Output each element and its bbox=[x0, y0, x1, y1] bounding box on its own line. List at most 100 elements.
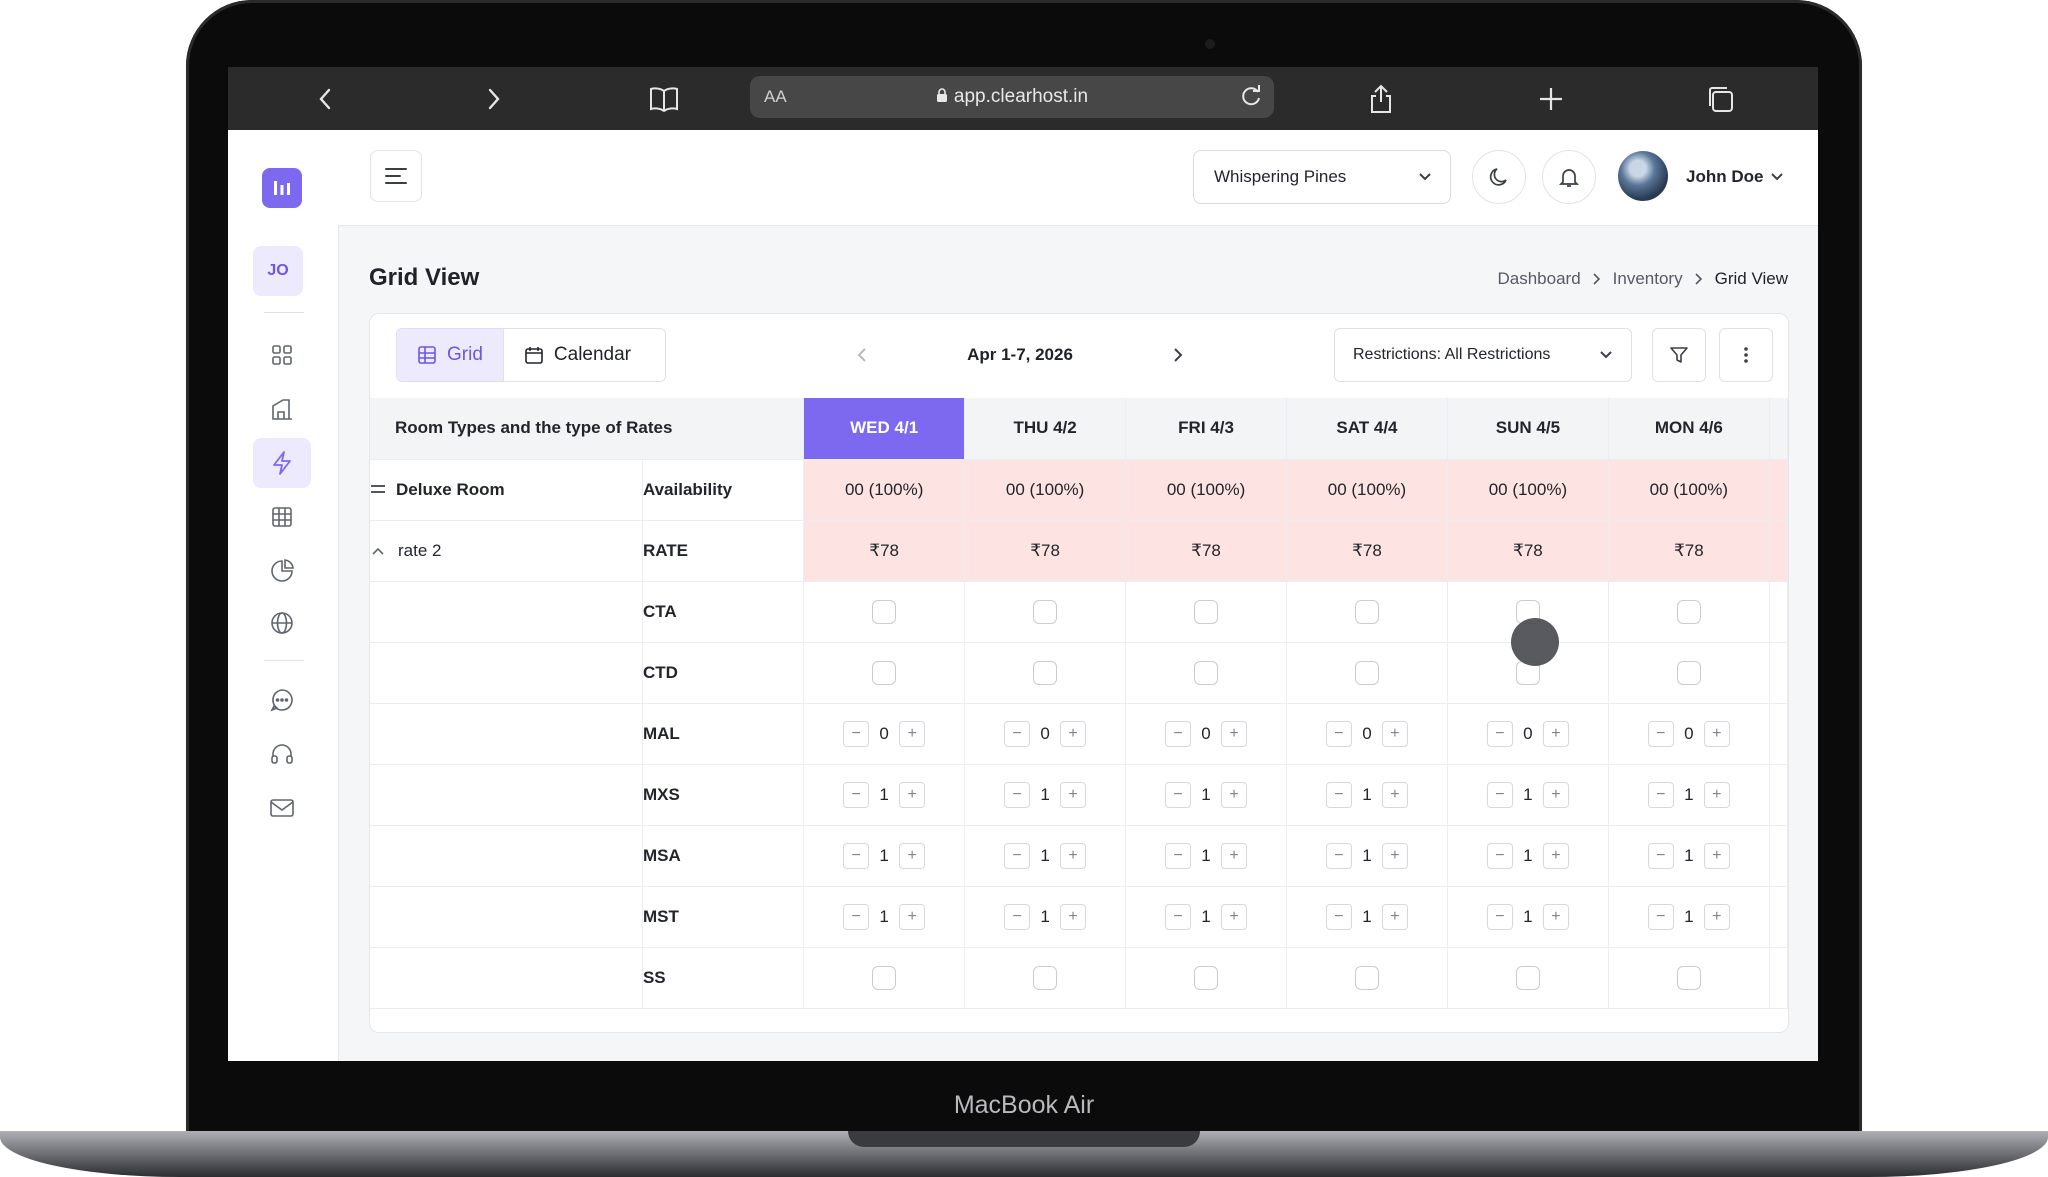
value-cell[interactable]: 00 (100%) bbox=[803, 459, 965, 521]
restriction-checkbox[interactable] bbox=[1515, 965, 1540, 990]
reload-icon[interactable] bbox=[1238, 83, 1264, 114]
restriction-checkbox[interactable] bbox=[1354, 599, 1379, 624]
increment-button[interactable]: + bbox=[899, 781, 926, 808]
stepper-value[interactable]: 0 bbox=[1362, 723, 1372, 743]
stepper-value[interactable]: 1 bbox=[1040, 906, 1050, 926]
restriction-checkbox[interactable] bbox=[1033, 965, 1058, 990]
increment-button[interactable]: + bbox=[1381, 903, 1408, 930]
increment-button[interactable]: + bbox=[1703, 720, 1730, 747]
increment-button[interactable]: + bbox=[1221, 903, 1248, 930]
restriction-checkbox[interactable] bbox=[1354, 965, 1379, 990]
decrement-button[interactable]: − bbox=[1325, 720, 1352, 747]
building-icon[interactable] bbox=[253, 384, 311, 434]
user-name[interactable]: John Doe bbox=[1686, 167, 1764, 186]
decrement-button[interactable]: − bbox=[1004, 842, 1031, 869]
restriction-checkbox[interactable] bbox=[1033, 660, 1058, 685]
stepper-value[interactable]: 1 bbox=[1684, 845, 1694, 865]
column-header[interactable]: SAT 4/4 bbox=[1286, 398, 1449, 460]
decrement-button[interactable]: − bbox=[1325, 842, 1352, 869]
value-cell[interactable]: ₹78 bbox=[803, 520, 965, 582]
value-cell[interactable]: ₹78 bbox=[1125, 520, 1287, 582]
restriction-checkbox[interactable] bbox=[1194, 965, 1219, 990]
increment-button[interactable]: + bbox=[1703, 903, 1730, 930]
stepper-value[interactable]: 1 bbox=[879, 784, 889, 804]
increment-button[interactable]: + bbox=[1542, 842, 1569, 869]
increment-button[interactable]: + bbox=[1060, 720, 1087, 747]
decrement-button[interactable]: − bbox=[843, 720, 870, 747]
stepper-value[interactable]: 1 bbox=[1362, 784, 1372, 804]
stepper-value[interactable]: 0 bbox=[879, 723, 889, 743]
stepper-value[interactable]: 0 bbox=[1523, 723, 1533, 743]
chevron-left-icon[interactable] bbox=[850, 343, 874, 367]
restriction-checkbox[interactable] bbox=[1354, 660, 1379, 685]
increment-button[interactable]: + bbox=[1542, 781, 1569, 808]
value-cell[interactable]: 00 (100%) bbox=[964, 459, 1127, 521]
column-header[interactable]: SUN 4/5 bbox=[1447, 398, 1609, 460]
decrement-button[interactable]: − bbox=[1004, 903, 1031, 930]
decrement-button[interactable]: − bbox=[1165, 781, 1192, 808]
stepper-value[interactable]: 1 bbox=[1040, 845, 1050, 865]
increment-button[interactable]: + bbox=[1542, 903, 1569, 930]
decrement-button[interactable]: − bbox=[843, 842, 870, 869]
reader-mode-label[interactable]: AA bbox=[764, 87, 787, 106]
headset-icon[interactable] bbox=[253, 729, 311, 779]
forward-icon[interactable] bbox=[474, 79, 514, 119]
filter-button[interactable] bbox=[1652, 328, 1706, 382]
increment-button[interactable]: + bbox=[1703, 842, 1730, 869]
decrement-button[interactable]: − bbox=[1647, 903, 1674, 930]
value-cell[interactable]: ₹78 bbox=[1286, 520, 1449, 582]
decrement-button[interactable]: − bbox=[1165, 842, 1192, 869]
column-header[interactable]: WED 4/1 bbox=[803, 398, 965, 460]
property-select[interactable]: Whispering Pines bbox=[1193, 150, 1451, 204]
decrement-button[interactable]: − bbox=[1486, 903, 1513, 930]
stepper-value[interactable]: 1 bbox=[879, 845, 889, 865]
notifications-button[interactable] bbox=[1542, 150, 1596, 204]
breadcrumb-inventory[interactable]: Inventory bbox=[1612, 269, 1683, 288]
grid-view-tab[interactable]: Grid bbox=[397, 329, 504, 381]
value-cell[interactable]: 00 (100%) bbox=[1125, 459, 1287, 521]
restriction-checkbox[interactable] bbox=[872, 599, 897, 624]
increment-button[interactable]: + bbox=[1703, 781, 1730, 808]
value-cell[interactable]: ₹78 bbox=[1608, 520, 1771, 582]
increment-button[interactable]: + bbox=[1221, 842, 1248, 869]
value-cell[interactable]: 00 (100%) bbox=[1286, 459, 1449, 521]
value-cell[interactable]: ₹78 bbox=[964, 520, 1127, 582]
restriction-checkbox[interactable] bbox=[872, 965, 897, 990]
column-header[interactable]: MON 4/6 bbox=[1608, 398, 1771, 460]
stepper-value[interactable]: 0 bbox=[1201, 723, 1211, 743]
menu-button[interactable] bbox=[370, 150, 422, 202]
bookmarks-icon[interactable] bbox=[644, 79, 684, 119]
pie-chart-icon[interactable] bbox=[253, 546, 311, 596]
increment-button[interactable]: + bbox=[1381, 720, 1408, 747]
stepper-value[interactable]: 1 bbox=[1362, 906, 1372, 926]
stepper-value[interactable]: 1 bbox=[1201, 845, 1211, 865]
increment-button[interactable]: + bbox=[1221, 781, 1248, 808]
decrement-button[interactable]: − bbox=[1647, 781, 1674, 808]
restriction-checkbox[interactable] bbox=[1676, 660, 1701, 685]
stepper-value[interactable]: 0 bbox=[1684, 723, 1694, 743]
address-bar[interactable]: AA app.clearhost.in bbox=[750, 76, 1274, 118]
decrement-button[interactable]: − bbox=[1004, 720, 1031, 747]
increment-button[interactable]: + bbox=[899, 842, 926, 869]
increment-button[interactable]: + bbox=[1381, 842, 1408, 869]
increment-button[interactable]: + bbox=[1060, 842, 1087, 869]
bolt-icon[interactable] bbox=[253, 438, 311, 488]
stepper-value[interactable]: 1 bbox=[1523, 906, 1533, 926]
chat-icon[interactable] bbox=[253, 675, 311, 725]
share-icon[interactable] bbox=[1361, 79, 1401, 119]
new-tab-icon[interactable] bbox=[1531, 79, 1571, 119]
restriction-checkbox[interactable] bbox=[1033, 599, 1058, 624]
breadcrumb-dashboard[interactable]: Dashboard bbox=[1497, 269, 1581, 288]
back-icon[interactable] bbox=[305, 79, 345, 119]
restriction-checkbox[interactable] bbox=[1676, 599, 1701, 624]
decrement-button[interactable]: − bbox=[1486, 720, 1513, 747]
restriction-checkbox[interactable] bbox=[1676, 965, 1701, 990]
decrement-button[interactable]: − bbox=[1165, 720, 1192, 747]
increment-button[interactable]: + bbox=[1221, 720, 1248, 747]
avatar[interactable] bbox=[1618, 151, 1668, 201]
decrement-button[interactable]: − bbox=[1165, 903, 1192, 930]
decrement-button[interactable]: − bbox=[843, 903, 870, 930]
value-cell[interactable]: ₹78 bbox=[1447, 520, 1609, 582]
stepper-value[interactable]: 1 bbox=[1201, 906, 1211, 926]
dark-mode-button[interactable] bbox=[1472, 150, 1526, 204]
